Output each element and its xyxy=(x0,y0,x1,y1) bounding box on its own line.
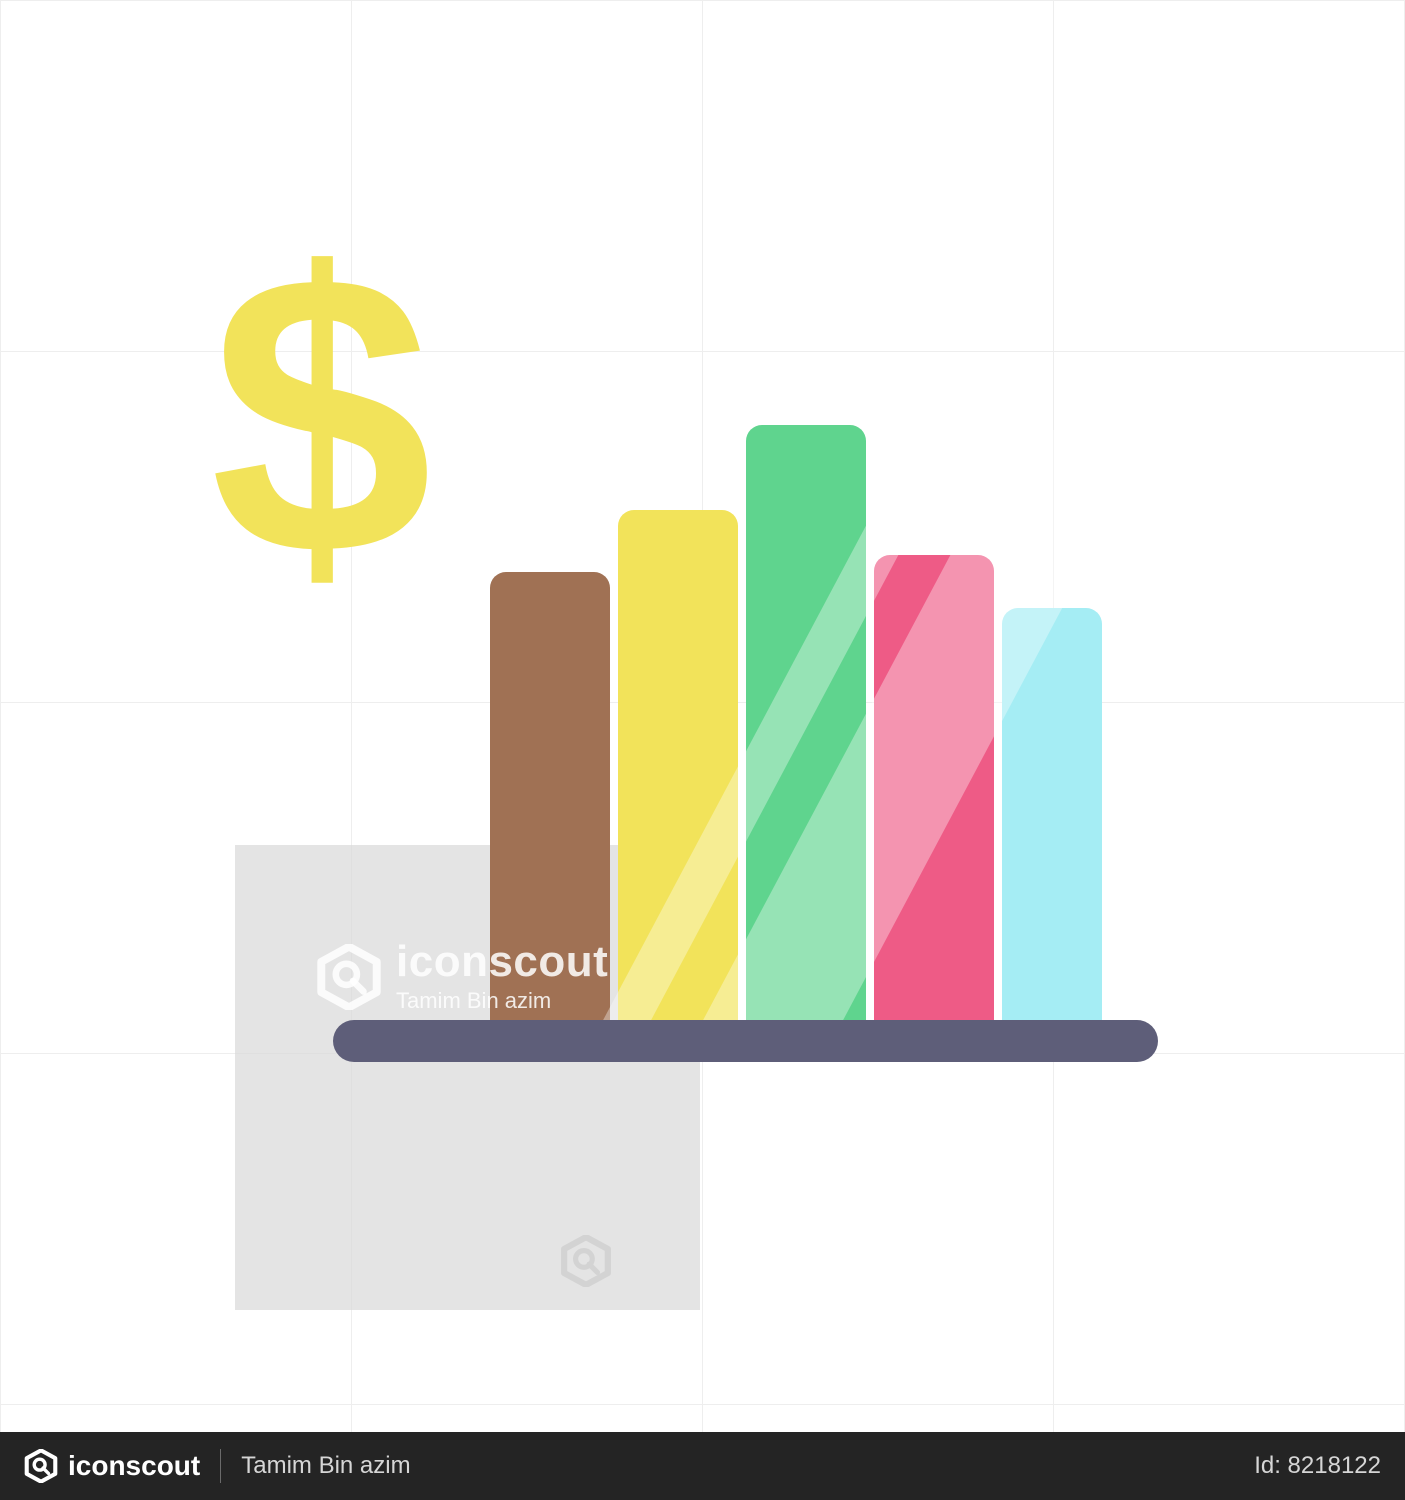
iconscout-logo-icon xyxy=(316,944,382,1010)
footer-brand: iconscout xyxy=(24,1449,200,1483)
footer-bar: iconscout Tamim Bin azim Id: 8218122 xyxy=(0,1432,1405,1500)
watermark-brand-label: iconscout xyxy=(396,940,608,984)
footer-author-label: Tamim Bin azim xyxy=(241,1452,410,1480)
iconscout-logo-icon xyxy=(24,1449,58,1483)
watermark-small-hex-icon xyxy=(560,1235,612,1292)
footer-asset-id: Id: 8218122 xyxy=(1254,1452,1381,1480)
chart-baseline xyxy=(333,1020,1158,1062)
watermark-author-label: Tamim Bin azim xyxy=(396,988,608,1014)
watermark-center: iconscout Tamim Bin azim xyxy=(316,940,608,1014)
footer-brand-label: iconscout xyxy=(68,1450,200,1482)
illustration-stage: $ iconscout Tamim Bin azim xyxy=(0,0,1405,1405)
footer-divider xyxy=(220,1449,221,1483)
dollar-sign-icon: $ xyxy=(210,215,432,615)
